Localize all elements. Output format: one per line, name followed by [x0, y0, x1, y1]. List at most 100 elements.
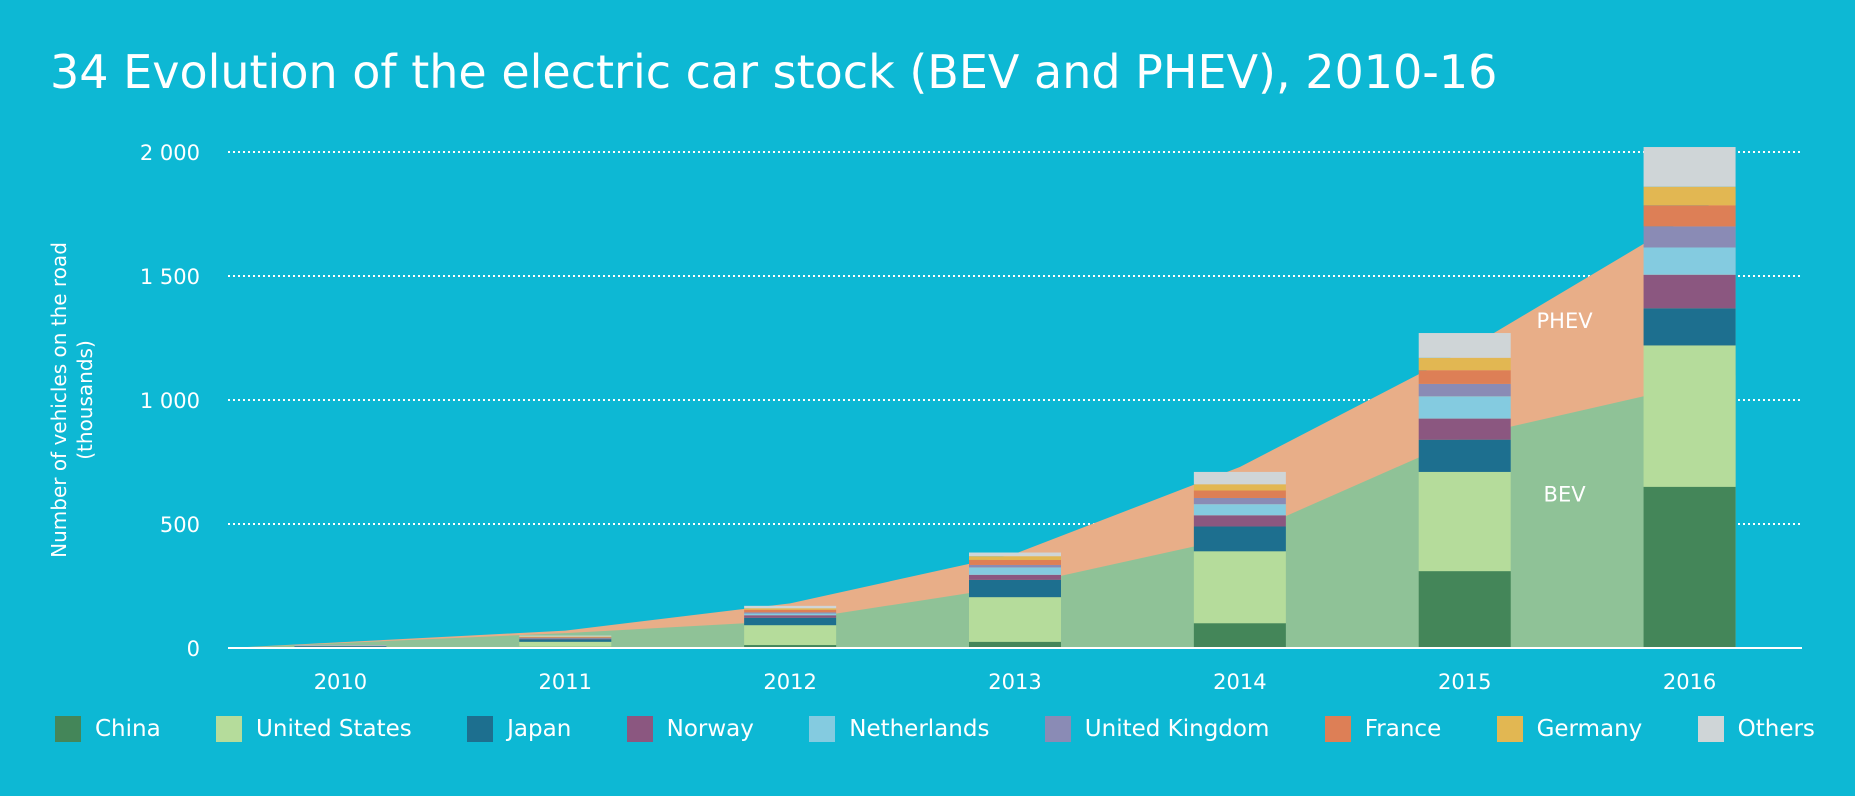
bar-segment [1193, 471, 1286, 485]
bar-segment [519, 641, 612, 647]
bar-segment [1193, 623, 1286, 648]
bar-segment [744, 625, 837, 646]
legend-item: France [1324, 716, 1442, 742]
legend-swatch [1044, 716, 1071, 742]
x-tick-label: 2016 [1663, 670, 1716, 694]
bar-segment [519, 635, 612, 637]
bar-segment [1193, 515, 1286, 527]
legend-item: Norway [626, 716, 754, 742]
bar-segment [519, 637, 612, 638]
bar-segment [1418, 383, 1511, 397]
bar-segment [744, 613, 837, 616]
bar-segment [1418, 471, 1511, 572]
bar-segment [1418, 439, 1511, 472]
bar-segment [1418, 370, 1511, 384]
legend-swatch [1697, 716, 1724, 742]
y-axis-label-line: (thousands) [73, 340, 97, 460]
legend-item: United States [216, 716, 412, 742]
bar-segment [969, 641, 1061, 648]
bar-segment [1193, 490, 1286, 498]
x-tick-label: 2012 [763, 670, 816, 694]
bar-segment [744, 608, 837, 610]
bar-segment [1418, 571, 1511, 648]
bar-segment [1643, 247, 1736, 275]
legend-label: China [95, 716, 161, 742]
legend-swatch [216, 716, 243, 742]
bar-segment [1643, 147, 1736, 187]
legend-label: United States [256, 716, 412, 742]
bar-segment [1418, 333, 1511, 358]
bar-segment [1193, 497, 1286, 505]
legend-label: Germany [1536, 716, 1643, 742]
legend-item: Japan [467, 716, 571, 742]
bar-segment [969, 556, 1061, 560]
bar-segment [1643, 226, 1736, 248]
legend-swatch [1324, 716, 1351, 742]
bar-segment [744, 645, 837, 648]
legend-label: Norway [666, 716, 754, 742]
area-bev [228, 375, 1736, 648]
bar-segment [969, 567, 1061, 575]
legend-label: United Kingdom [1084, 716, 1270, 742]
bar-segment [1418, 357, 1511, 371]
area-label-bev: BEV [1544, 483, 1587, 507]
bar-segment [744, 605, 837, 609]
bar-segment [1643, 205, 1736, 227]
bar-segment [969, 559, 1061, 565]
bar-segment [969, 597, 1061, 642]
legend-label: Others [1737, 716, 1815, 742]
y-axis-label-line: Number of vehicles on the road [47, 242, 71, 558]
bar-segment [969, 579, 1061, 598]
y-tick-label: 1 000 [140, 389, 200, 413]
legend-item: United Kingdom [1044, 716, 1270, 742]
legend-label: France [1364, 716, 1442, 742]
bar-segment [1643, 486, 1736, 648]
bar-segment [744, 612, 837, 614]
bar-segment [1643, 186, 1736, 206]
bar-segment [1418, 418, 1511, 440]
y-tick-label: 2 000 [140, 141, 200, 165]
legend-item: China [55, 716, 161, 742]
bar-segment [1193, 526, 1286, 552]
bar-segment [1643, 274, 1736, 309]
bar-segment [969, 564, 1061, 568]
bar-segment [744, 609, 837, 613]
legend-swatch [809, 716, 836, 742]
bar-segment [1193, 551, 1286, 624]
area-label-phev: PHEV [1537, 309, 1594, 333]
bar-segment [519, 638, 612, 640]
bar-segment [519, 639, 612, 642]
bar-segment [1643, 345, 1736, 487]
legend-item: Germany [1496, 716, 1643, 742]
bar-segment [1643, 308, 1736, 346]
y-axis-label: Number of vehicles on the road (thousands… [47, 242, 97, 558]
x-tick-label: 2010 [314, 670, 367, 694]
x-tick-label: 2011 [539, 670, 592, 694]
chart-legend: China United States Japan Norway Netherlands… [55, 714, 1815, 744]
bar-segment [744, 615, 837, 618]
legend-label: Netherlands [849, 716, 990, 742]
bar-segment [1193, 484, 1286, 491]
legend-swatch [626, 716, 653, 742]
bar-segment [1418, 396, 1511, 419]
chart-plot: 0 500 1 000 1 500 2 000 2010 2011 2012 2013 2014 2… [47, 141, 1802, 694]
bar-segment [1193, 504, 1286, 516]
x-tick-label: 2014 [1213, 670, 1266, 694]
legend-swatch [55, 716, 81, 742]
y-tick-label: 0 [187, 637, 200, 661]
chart-title: 34 Evolution of the electric car stock (… [50, 45, 1498, 99]
legend-item: Others [1697, 716, 1815, 742]
bar-segment [969, 552, 1061, 557]
legend-swatch [1496, 716, 1523, 742]
legend-item: Netherlands [809, 716, 989, 742]
legend-label: Japan [507, 716, 572, 742]
x-tick-label: 2015 [1438, 670, 1491, 694]
y-tick-label: 1 500 [140, 265, 200, 289]
x-tick-label: 2013 [988, 670, 1041, 694]
legend-swatch [467, 716, 494, 742]
bar-segment [744, 617, 837, 626]
bar-segment [294, 646, 387, 647]
y-tick-label: 500 [160, 513, 200, 537]
bar-segment [969, 574, 1061, 580]
